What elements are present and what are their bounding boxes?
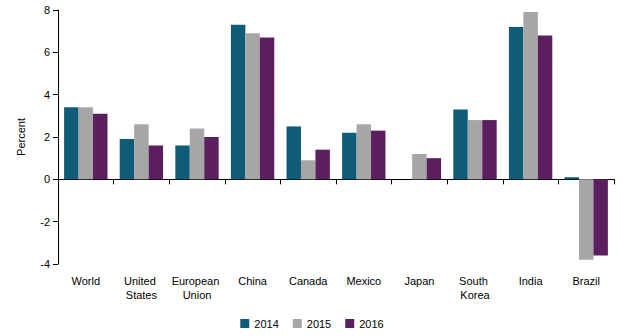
svg-text:China: China — [238, 275, 268, 287]
svg-text:United: United — [124, 275, 159, 287]
svg-text:World: World — [72, 275, 101, 287]
svg-text:Union: Union — [183, 289, 212, 301]
svg-text:-2: -2 — [40, 216, 50, 228]
svg-text:0: 0 — [44, 173, 50, 185]
svg-text:States: States — [126, 289, 158, 301]
svg-text:2016: 2016 — [359, 318, 383, 330]
svg-text:2015: 2015 — [307, 318, 331, 330]
svg-text:Korea: Korea — [460, 289, 490, 301]
svg-text:Percent: Percent — [15, 118, 27, 156]
svg-text:8: 8 — [44, 4, 50, 16]
svg-text:Brazil: Brazil — [572, 275, 600, 287]
svg-text:-4: -4 — [40, 258, 50, 270]
svg-text:Mexico: Mexico — [346, 275, 381, 287]
svg-text:6: 6 — [44, 46, 50, 58]
svg-text:2: 2 — [44, 131, 50, 143]
svg-text:South: South — [459, 275, 491, 287]
svg-text:Canada: Canada — [289, 275, 328, 287]
svg-text:2014: 2014 — [254, 318, 278, 330]
svg-text:India: India — [519, 275, 544, 287]
svg-text:4: 4 — [44, 89, 50, 101]
svg-text:European: European — [172, 275, 223, 287]
svg-text:Japan: Japan — [404, 275, 434, 287]
